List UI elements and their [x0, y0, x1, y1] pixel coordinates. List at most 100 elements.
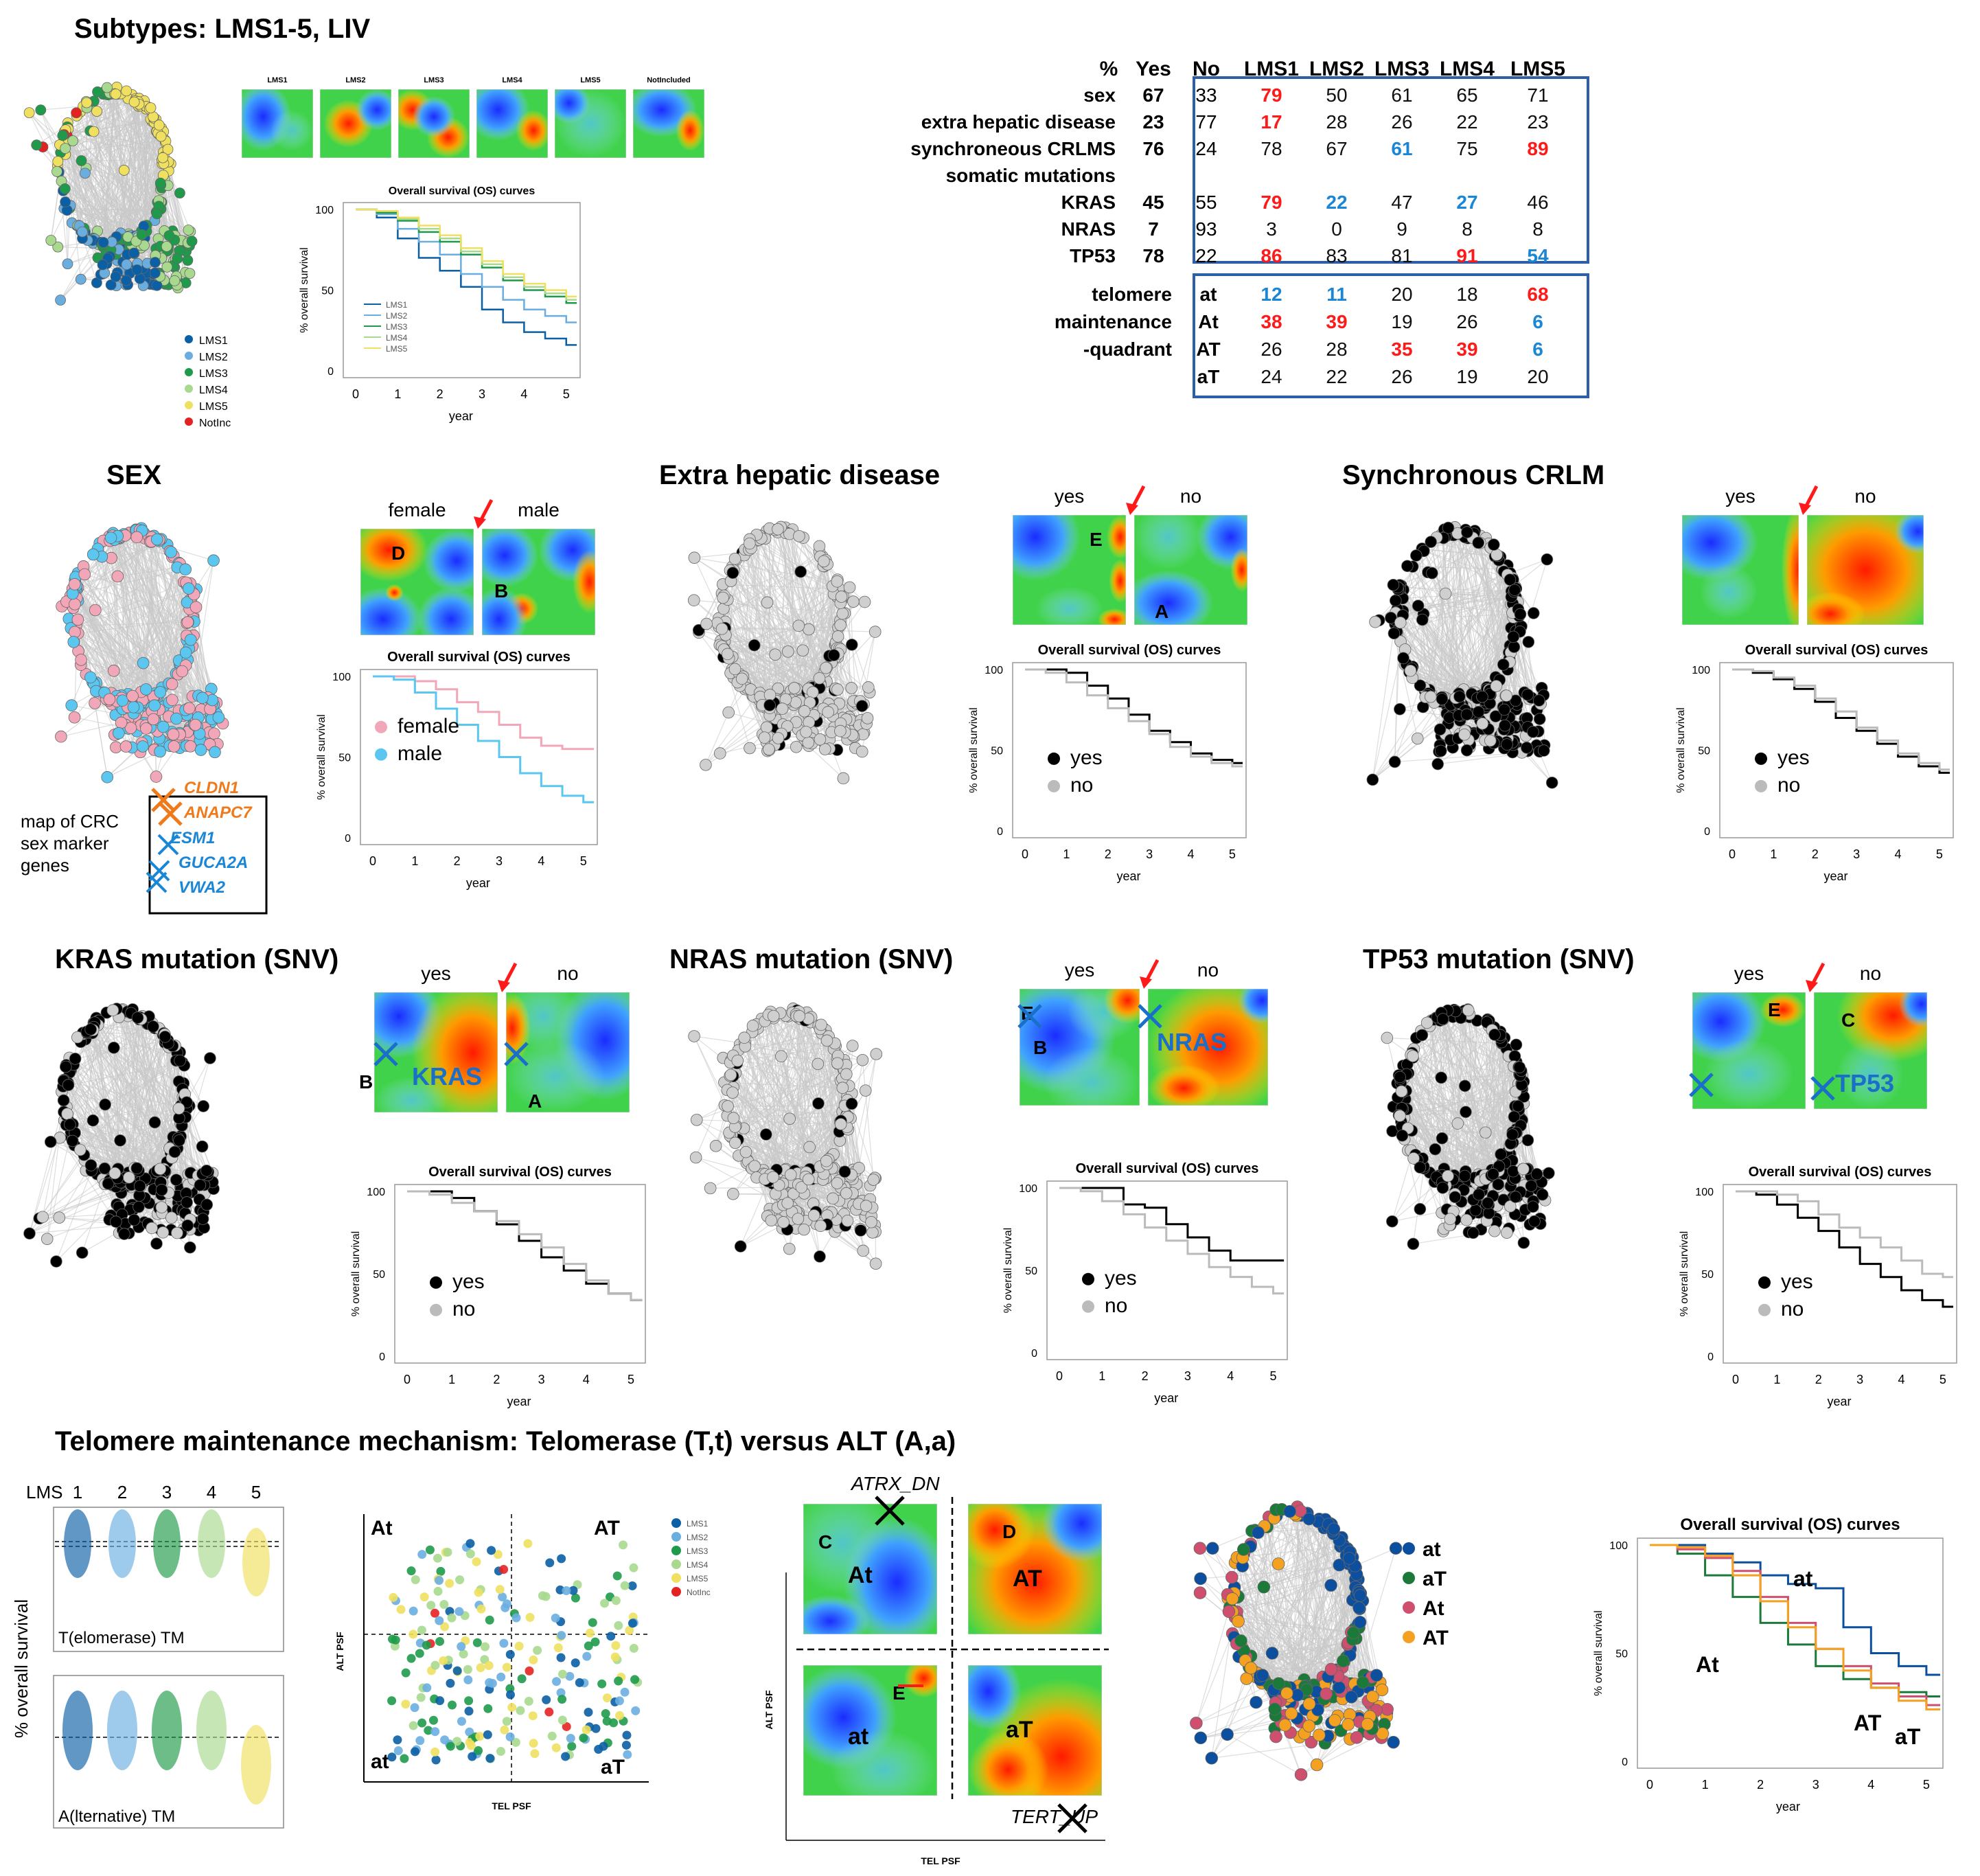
network-node [69, 598, 81, 610]
network-node [23, 107, 35, 119]
network-node [1527, 726, 1539, 738]
heat-label-right: no [557, 963, 578, 984]
network-node [133, 1180, 146, 1193]
lms-portrait-thumbnails: LMS1 LMS2 LMS3 LMS4 LMS5 NotIncluded [242, 76, 704, 158]
table-cell: 28 [1326, 111, 1347, 133]
network-node [23, 1227, 36, 1240]
legend-lms5: LMS5 [199, 401, 228, 413]
os-ytick: 0 [327, 366, 334, 378]
heat-map-left [1013, 515, 1126, 625]
network-node [1522, 636, 1535, 648]
network-node [1439, 587, 1452, 600]
network-node [1545, 777, 1558, 789]
network-edge [78, 174, 164, 226]
os-ytick: 0 [345, 833, 351, 845]
table-row-label: NRAS [1061, 218, 1116, 240]
table-cell: 20 [1391, 284, 1412, 305]
network-edge [108, 93, 182, 241]
network-node [74, 1143, 87, 1156]
network-edge [56, 171, 147, 226]
table-cell: 89 [1527, 138, 1548, 159]
panel-title: NRAS mutation (SNV) [669, 944, 953, 974]
heat-map-right [506, 992, 630, 1112]
portrait-spot [360, 587, 423, 635]
os-xtick: 0 [1022, 847, 1028, 861]
os-legend-marker [375, 720, 387, 733]
thumb-label: LMS5 [580, 76, 600, 84]
network-node [84, 1023, 97, 1036]
network-graph [23, 82, 198, 306]
os-xtick: 1 [1770, 847, 1777, 861]
network-graph [23, 1003, 220, 1268]
network-edge [67, 126, 161, 184]
network-edge [29, 112, 176, 236]
network-node [1490, 549, 1503, 561]
network-node [721, 648, 734, 661]
table-quadrant: aT [1197, 366, 1220, 387]
network-node [184, 268, 196, 279]
network-node [157, 1226, 170, 1239]
top-title: Subtypes: LMS1-5, LIV [74, 14, 370, 44]
portrait-spot [482, 529, 539, 588]
red-arrow-head [1799, 503, 1811, 515]
gene-label: KRAS [412, 1062, 482, 1090]
network-node [107, 1042, 120, 1054]
table-cell: 6 [1532, 311, 1543, 332]
heat-label-right: no [1854, 485, 1876, 507]
network-node [836, 607, 849, 620]
network-node [148, 699, 161, 712]
os-ylabel: % overall survival [1675, 707, 1687, 792]
network-edge [62, 135, 145, 246]
network-node [181, 1196, 193, 1209]
network-node [128, 1213, 141, 1226]
network-node [700, 617, 713, 630]
network-node [1389, 594, 1402, 607]
network-node [1461, 526, 1473, 538]
table-cell: 65 [1456, 84, 1477, 106]
network-node [858, 595, 871, 608]
table-yes: 23 [1142, 111, 1164, 133]
network-node [68, 578, 81, 591]
network-node [110, 89, 122, 100]
table-cell: 8 [1462, 218, 1473, 240]
os-top-legend-label: LMS3 [386, 322, 408, 332]
network-node [99, 1098, 111, 1111]
network-node [834, 619, 847, 632]
table-cell: 11 [1326, 284, 1347, 305]
network-edge [82, 119, 151, 232]
thumb-portrait [633, 89, 704, 158]
network-edge [78, 93, 117, 226]
os-legend-label: yes [1777, 746, 1810, 769]
network-graph [1366, 521, 1558, 789]
network-node [61, 1108, 73, 1120]
table-cell: 0 [1331, 218, 1342, 240]
network-node [59, 1060, 72, 1073]
network-node [183, 225, 194, 236]
network-node [120, 275, 132, 286]
network-edge [65, 142, 158, 212]
network-node [130, 531, 143, 544]
network-node [137, 656, 150, 670]
network-node [110, 271, 122, 282]
table-tel-label: telomere [1092, 284, 1172, 305]
network-node [196, 1140, 209, 1153]
network-node [52, 241, 64, 253]
network-node [763, 699, 776, 711]
table-header: LMS2 [1309, 58, 1364, 80]
network-node [1388, 755, 1401, 768]
network-node [131, 264, 143, 275]
os-title: Overall survival (OS) curves [1038, 643, 1221, 658]
network-node [1404, 664, 1417, 677]
thumb-portrait [476, 89, 548, 158]
network-node [798, 705, 811, 718]
heat-label-left: yes [421, 963, 451, 984]
network-node [1541, 553, 1554, 566]
table-cell: 35 [1391, 339, 1412, 360]
network-node [772, 732, 785, 744]
network-node [758, 731, 771, 744]
network-graph [687, 521, 882, 785]
network-node [212, 711, 225, 724]
network-node [728, 553, 741, 565]
network-node [1533, 713, 1546, 725]
network-node [76, 155, 87, 166]
